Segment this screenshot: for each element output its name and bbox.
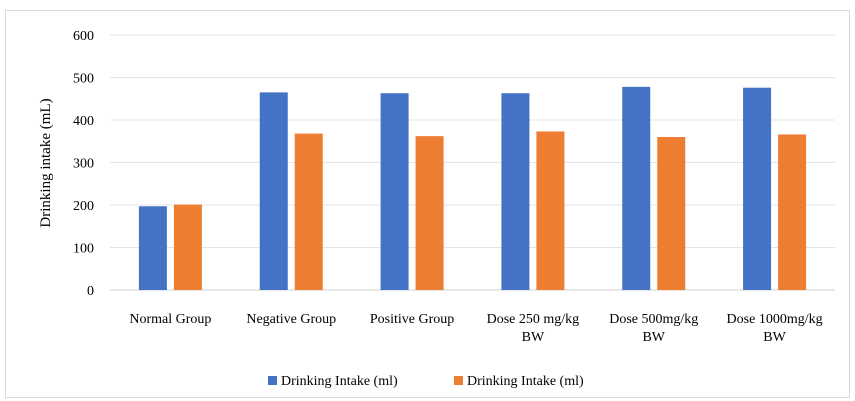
category-label: Dose 250 mg/kg BW <box>487 312 580 345</box>
legend-swatch <box>268 376 277 385</box>
bar-series-1 <box>380 93 409 290</box>
bar-series-1 <box>743 87 772 290</box>
bar-series-1 <box>138 206 167 290</box>
legend: Drinking Intake (ml) Drinking Intake (ml) <box>268 374 584 389</box>
bar-series-2 <box>173 204 202 290</box>
y-tick-label: 400 <box>73 114 94 129</box>
bar-series-2 <box>657 137 686 290</box>
bar-series-2 <box>415 136 444 290</box>
legend-label: Drinking Intake (ml) <box>281 374 398 389</box>
category-label: Dose 500mg/kg BW <box>609 312 698 345</box>
legend-label: Drinking Intake (ml) <box>467 374 584 389</box>
x-axis-categories: Normal Group Negative Group Positive Group… <box>129 312 822 345</box>
y-axis-label: Drinking intake (mL) <box>38 98 54 227</box>
gridlines <box>110 34 835 291</box>
category-label: Normal Group <box>129 312 211 327</box>
y-tick-label: 0 <box>87 284 94 299</box>
bar-series-2 <box>294 133 323 290</box>
bar-series-1 <box>259 92 288 290</box>
category-label: Dose 1000mg/kg BW <box>727 312 823 345</box>
y-axis-ticks: 0 100 200 300 400 500 600 <box>73 29 94 299</box>
category-label: Positive Group <box>370 312 454 327</box>
bar-series-2 <box>778 134 807 290</box>
y-tick-label: 600 <box>73 29 94 44</box>
chart-frame <box>5 10 850 398</box>
bar-series-2 <box>536 131 565 290</box>
y-tick-label: 500 <box>73 72 94 87</box>
bars <box>138 86 807 290</box>
legend-swatch <box>454 376 463 385</box>
y-tick-label: 300 <box>73 157 94 172</box>
bar-series-1 <box>622 86 651 290</box>
y-tick-label: 100 <box>73 242 94 257</box>
y-tick-label: 200 <box>73 199 94 214</box>
bar-series-1 <box>501 93 530 290</box>
category-label: Negative Group <box>246 312 336 327</box>
